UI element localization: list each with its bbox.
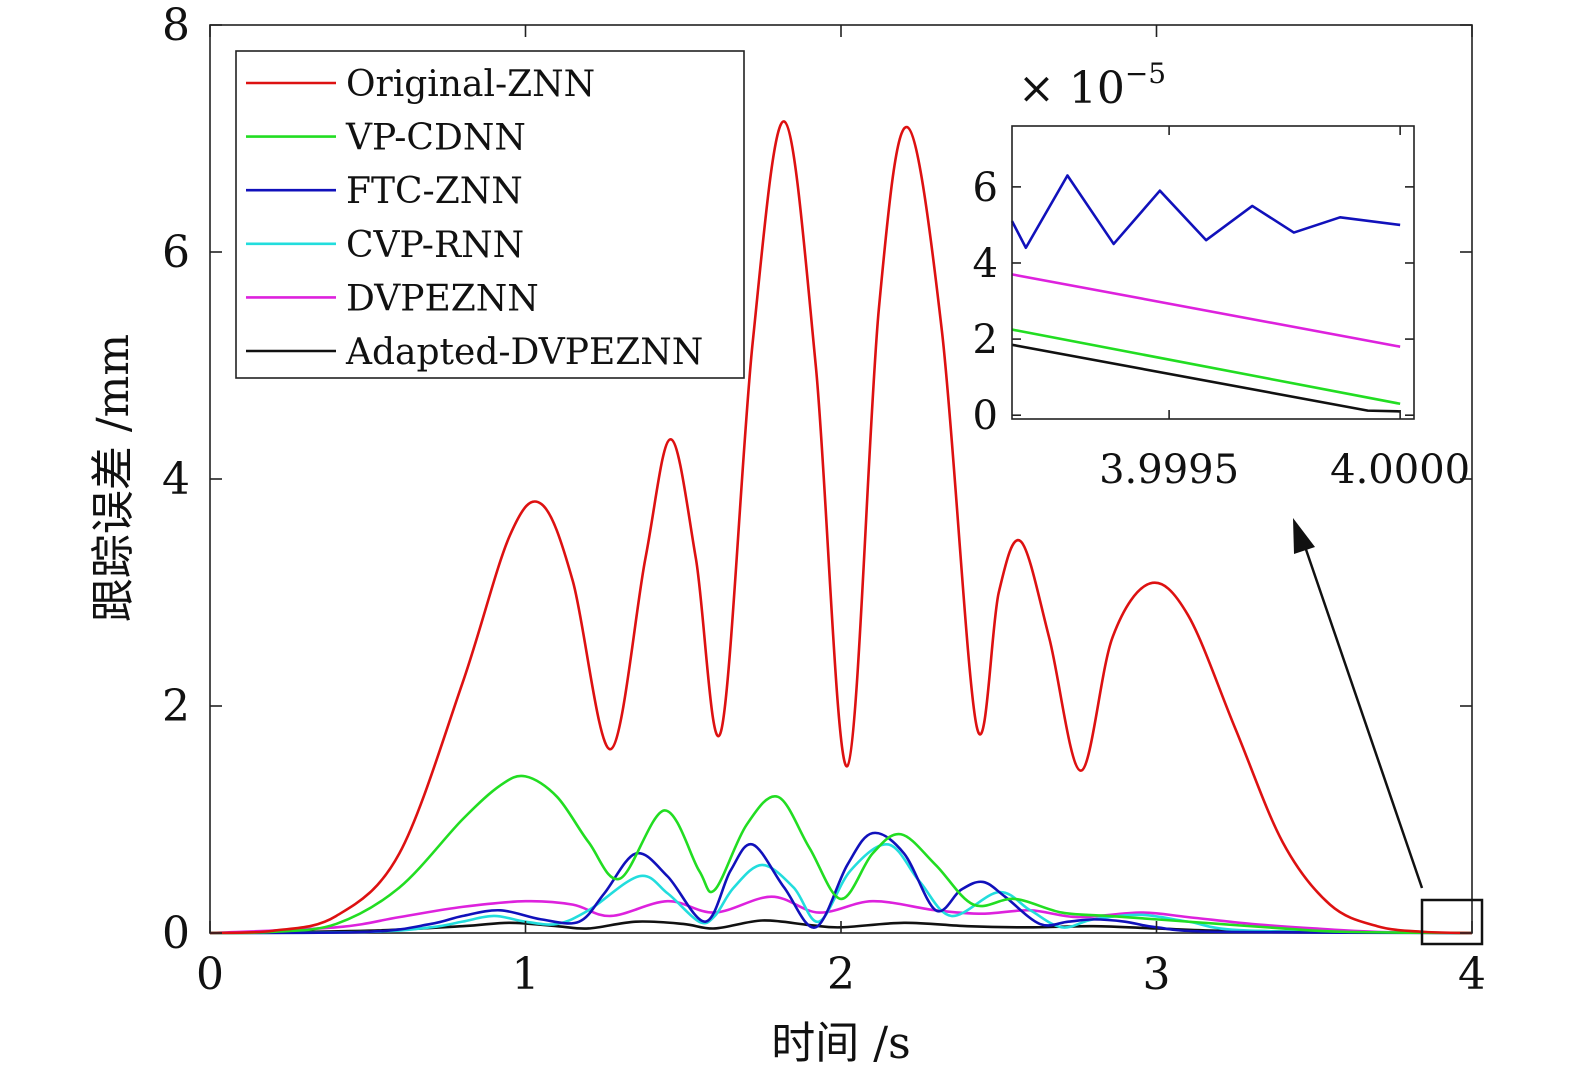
series-line-original-znn bbox=[209, 120, 1473, 935]
series-line-dvpeznn bbox=[209, 895, 1473, 935]
zoom-region-box bbox=[1420, 898, 1484, 946]
legend-item: DVPEZNN bbox=[246, 278, 539, 319]
y-tick-label: 0 bbox=[162, 908, 190, 959]
inset-multiplier-label: × 10−5 bbox=[1018, 57, 1166, 114]
inset-series-line-2 bbox=[1011, 328, 1401, 406]
legend-label: CVP-RNN bbox=[346, 225, 524, 266]
legend-label: DVPEZNN bbox=[346, 278, 539, 319]
x-tick-label: 2 bbox=[827, 949, 855, 1000]
inset-series-line-1 bbox=[1011, 273, 1401, 348]
inset-y-tick-label: 0 bbox=[973, 393, 998, 439]
y-axis-label: 跟踪误差 /mm bbox=[88, 334, 139, 622]
legend-items: Original-ZNN VP-CDNN FTC-ZNN CVP-RNN DVPEZNN… bbox=[246, 64, 703, 373]
legend-item: Original-ZNN bbox=[246, 64, 595, 105]
legend-label: FTC-ZNN bbox=[346, 171, 523, 212]
legend-label: Adapted-DVPEZNN bbox=[345, 332, 703, 373]
inset-axes: 3.9995 4.0000 0 2 4 6 × 10−5 bbox=[973, 57, 1471, 493]
inset-x-tick-label: 4.0000 bbox=[1330, 447, 1470, 493]
zoom-marker bbox=[1293, 518, 1484, 946]
series-line-ftc-znn bbox=[209, 831, 1473, 935]
inset-series-group bbox=[1010, 174, 1401, 413]
inset-y-tick-label: 2 bbox=[973, 317, 998, 363]
legend-item: VP-CDNN bbox=[246, 118, 526, 159]
zoom-arrow-line bbox=[1298, 531, 1424, 889]
main-ticks-group: 0 1 2 3 4 0 2 4 6 8 bbox=[162, 0, 1486, 1000]
legend-item: CVP-RNN bbox=[246, 225, 524, 266]
main-series-group bbox=[209, 120, 1473, 935]
inset-plot-frame bbox=[1011, 125, 1415, 420]
inset-ticks-group: 3.9995 4.0000 0 2 4 6 bbox=[973, 126, 1470, 493]
x-tick-label: 3 bbox=[1143, 949, 1171, 1000]
legend-label: VP-CDNN bbox=[345, 118, 526, 159]
y-tick-label: 6 bbox=[162, 227, 190, 278]
inset-y-tick-label: 4 bbox=[973, 241, 998, 287]
inset-y-tick-label: 6 bbox=[973, 165, 998, 211]
x-axis-label: 时间 /s bbox=[771, 1018, 910, 1069]
legend-label: Original-ZNN bbox=[346, 64, 595, 105]
inset-multiplier-exponent: −5 bbox=[1125, 57, 1166, 90]
x-tick-label: 4 bbox=[1458, 949, 1486, 1000]
inset-series-line-3 bbox=[1011, 343, 1401, 413]
series-line-vp-cdnn bbox=[209, 774, 1473, 935]
inset-plot-background bbox=[1012, 126, 1414, 419]
legend-item: Adapted-DVPEZNN bbox=[246, 332, 703, 373]
inset-x-tick-label: 3.9995 bbox=[1099, 447, 1239, 493]
y-tick-label: 8 bbox=[162, 0, 190, 51]
legend-box bbox=[235, 50, 745, 379]
legend-item: FTC-ZNN bbox=[246, 171, 523, 212]
x-tick-label: 1 bbox=[512, 949, 540, 1000]
zoom-arrowhead bbox=[1293, 518, 1315, 554]
y-tick-label: 4 bbox=[162, 454, 190, 505]
legend: Original-ZNN VP-CDNN FTC-ZNN CVP-RNN DVPEZNN… bbox=[235, 50, 745, 379]
main-axes: 0 1 2 3 4 0 2 4 6 8 时间 /s 跟踪误差 /mm bbox=[88, 0, 1486, 1069]
inset-series-line-0 bbox=[1010, 174, 1401, 250]
x-tick-label: 0 bbox=[196, 949, 224, 1000]
y-tick-label: 2 bbox=[162, 681, 190, 732]
